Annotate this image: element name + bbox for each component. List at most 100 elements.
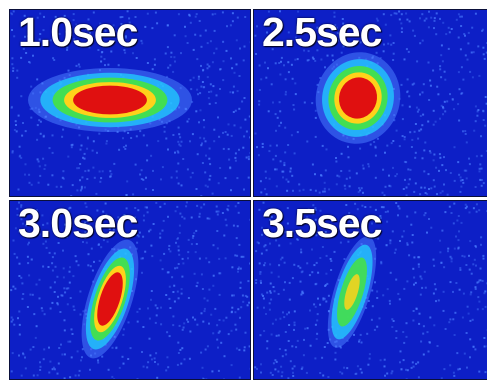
noise-speck [364,206,367,208]
noise-speck [190,216,193,219]
noise-speck [61,176,64,179]
noise-speck [178,224,181,227]
noise-speck [58,32,61,35]
noise-speck [171,276,174,279]
noise-speck [454,311,457,314]
noise-speck [203,137,206,140]
noise-speck [239,316,241,319]
noise-speck [319,77,322,79]
noise-speck [330,269,333,271]
noise-speck [389,302,391,305]
noise-speck [53,59,56,61]
noise-speck [294,93,297,96]
noise-speck [112,228,115,231]
noise-speck [105,140,108,143]
noise-speck [137,235,140,238]
noise-speck [84,202,87,205]
noise-speck [84,221,87,224]
noise-speck [457,13,460,16]
noise-speck [58,347,61,349]
noise-speck [172,315,175,318]
noise-speck [25,224,28,227]
noise-speck [104,64,106,67]
noise-speck [122,333,125,336]
noise-speck [206,67,209,70]
panel-1-0sec: 1.0sec [9,9,251,197]
noise-speck [233,124,236,127]
noise-speck [62,177,65,180]
noise-speck [407,50,410,53]
noise-speck [25,52,28,54]
noise-speck [315,338,318,340]
noise-speck [444,328,447,330]
noise-speck [136,234,139,237]
noise-speck [258,103,261,106]
noise-speck [195,285,198,288]
noise-speck [301,290,304,293]
noise-speck [260,252,263,255]
noise-speck [29,32,32,35]
noise-speck [160,178,162,181]
noise-speck [42,265,45,268]
noise-speck [479,178,482,181]
noise-speck [327,310,330,313]
cloud-image-2-5sec [254,10,487,196]
noise-speck [169,64,172,67]
noise-speck [72,305,75,308]
noise-speck [312,204,315,207]
noise-speck [367,163,370,166]
noise-speck [427,26,430,29]
noise-speck [262,201,265,204]
noise-speck [279,10,281,13]
noise-speck [379,359,382,362]
noise-speck [316,319,319,322]
noise-speck [265,249,268,252]
noise-speck [195,13,198,16]
noise-speck [278,244,281,247]
noise-speck [216,324,219,327]
noise-speck [302,292,305,295]
noise-speck [153,63,156,66]
noise-speck [433,324,436,327]
noise-speck [166,75,168,78]
noise-speck [196,281,199,284]
noise-speck [175,170,178,173]
noise-speck [60,185,63,188]
noise-speck [283,161,286,164]
noise-speck [459,176,462,179]
noise-speck [78,134,81,137]
noise-speck [147,307,149,310]
noise-speck [125,144,127,147]
noise-speck [212,274,215,277]
noise-speck [311,271,314,274]
noise-speck [203,310,206,313]
noise-speck [209,163,212,166]
noise-speck [109,170,112,173]
noise-speck [146,206,148,209]
noise-speck [46,222,49,225]
noise-speck [104,29,107,32]
noise-speck [165,122,168,125]
noise-speck [424,212,427,215]
noise-speck [195,188,198,190]
noise-speck [433,264,436,267]
noise-speck [325,254,328,257]
noise-speck [279,258,282,261]
noise-speck [225,316,228,319]
noise-speck [459,48,462,51]
noise-speck [10,289,13,292]
noise-speck [457,239,460,242]
noise-speck [480,184,483,187]
noise-speck [480,236,483,239]
noise-speck [164,52,167,55]
noise-speck [138,307,141,310]
noise-speck [478,279,480,282]
noise-speck [385,244,388,247]
noise-speck [368,353,371,356]
noise-speck [189,330,192,333]
noise-speck [235,63,238,66]
noise-speck [406,18,409,21]
noise-speck [319,257,322,259]
noise-speck [21,214,24,217]
noise-speck [48,147,51,150]
